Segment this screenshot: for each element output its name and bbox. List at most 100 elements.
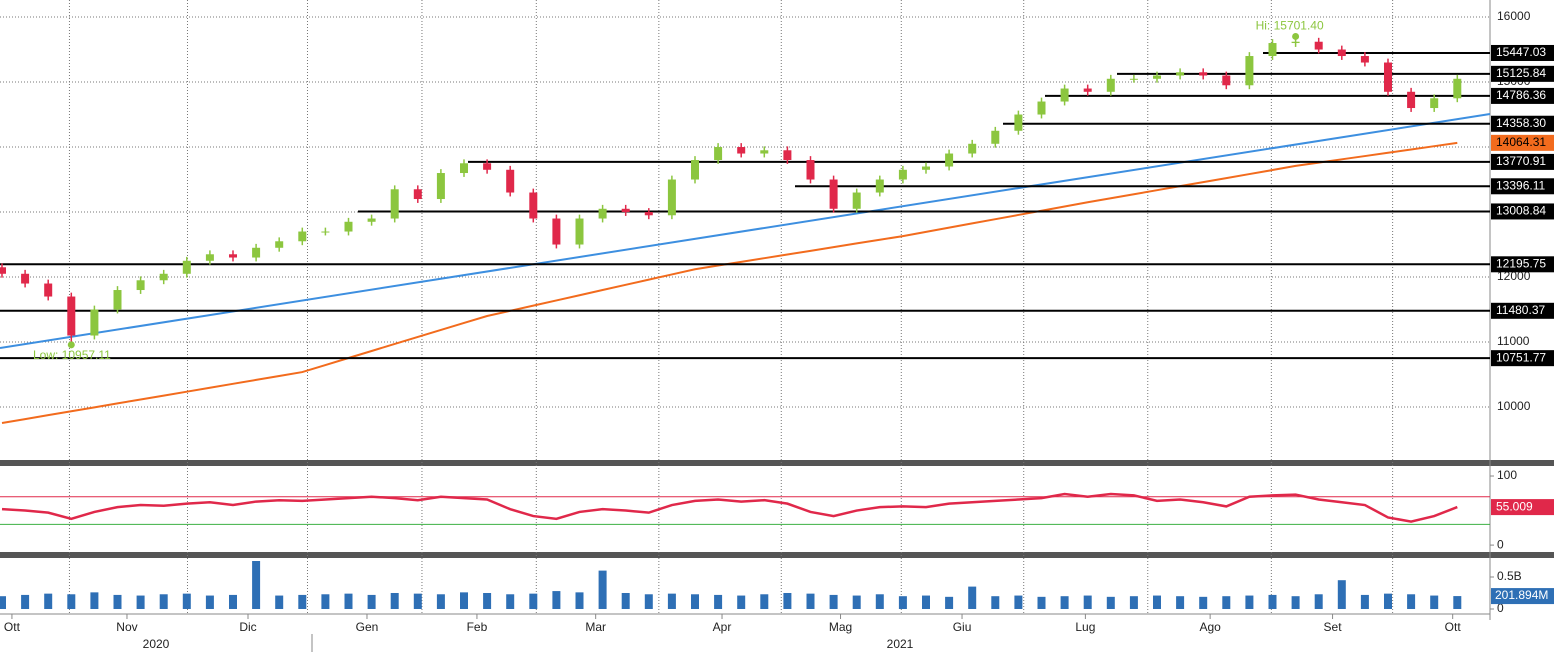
candle-body (367, 218, 376, 222)
candle-body (783, 150, 792, 161)
volume-bar (991, 596, 1000, 609)
candle-body (1199, 72, 1208, 76)
volume-bar (945, 596, 954, 609)
volume-bar (1245, 595, 1254, 609)
y-tick-label: 0 (1497, 537, 1504, 551)
candle-body (205, 254, 214, 261)
candle-body (1407, 91, 1416, 109)
level-label-box (1491, 115, 1554, 132)
panel-separator (0, 460, 1554, 466)
volume-bar (159, 594, 168, 609)
volume-bar (321, 594, 330, 609)
candle-body (1360, 56, 1369, 63)
candle-body (483, 163, 492, 170)
volume-bar (483, 592, 492, 609)
level-label-box (1491, 203, 1554, 220)
candle-body (575, 218, 584, 245)
volume-bar (968, 586, 977, 609)
candle-body (298, 231, 307, 242)
volume-bar (714, 594, 723, 609)
ma-label-box (1491, 134, 1554, 151)
candle-body (1337, 49, 1346, 57)
volume-bar (1291, 596, 1300, 609)
level-label: 13770.91 (1496, 154, 1546, 168)
ma-label: 14064.31 (1496, 135, 1546, 149)
candle-body (67, 296, 76, 336)
volume-bar (898, 596, 907, 609)
candle-body (1060, 88, 1069, 102)
trendline (0, 113, 1491, 349)
rsi-label-box (1491, 499, 1554, 516)
x-tick-label: Feb (467, 620, 488, 634)
candle-body (829, 179, 838, 209)
volume-bar (1106, 596, 1115, 609)
candle-body (506, 169, 515, 193)
level-label: 12195.75 (1496, 256, 1546, 270)
candle-body (1106, 78, 1115, 92)
candle-body (1314, 41, 1323, 50)
volume-bar (922, 595, 930, 609)
volume-bar (460, 592, 468, 609)
level-label: 14786.36 (1496, 88, 1546, 102)
x-tick-label: Giu (953, 620, 972, 634)
candle-body (159, 273, 168, 281)
volume-bar (1129, 596, 1138, 609)
volume-bar (1199, 596, 1208, 609)
volume-bar (275, 595, 284, 609)
volume-bar (1060, 596, 1069, 609)
candle-body (436, 173, 445, 200)
candle-body (552, 218, 561, 245)
x-tick-label: Ott (4, 620, 21, 634)
low-annotation: Low: 10957.11 (33, 348, 111, 362)
volume-label: 201.894M (1495, 588, 1548, 602)
candle-body (1037, 101, 1046, 115)
y-tick-label: 11000 (1497, 334, 1530, 348)
volume-bar (506, 594, 515, 609)
candle-body (806, 160, 815, 180)
candle-body (945, 153, 954, 167)
candle-body (1222, 75, 1231, 86)
volume-bar (21, 594, 30, 609)
volume-bar (783, 592, 792, 609)
volume-bar (691, 594, 699, 609)
candle-body (1176, 72, 1185, 76)
volume-bar (413, 593, 422, 609)
volume-bar (598, 570, 607, 609)
volume-label-box (1491, 588, 1554, 605)
x-tick-label: Nov (116, 620, 137, 634)
candle-body (621, 208, 630, 213)
x-tick-label: Ott (1445, 620, 1462, 634)
x-tick-label: Dic (239, 620, 256, 634)
level-label-box (1491, 350, 1554, 367)
candle-body (1245, 56, 1254, 86)
candle-body (991, 130, 1000, 144)
y-tick-label: 12000 (1497, 269, 1531, 283)
x-tick-label: Apr (713, 620, 732, 634)
volume-bar (1360, 594, 1369, 609)
candle-body (44, 283, 53, 297)
candle-body (644, 212, 653, 216)
candle-body (1129, 78, 1138, 80)
volume-bar (737, 595, 746, 609)
level-label: 13396.11 (1496, 178, 1545, 192)
x-tick-label: Ago (1199, 620, 1221, 634)
volume-bar (44, 593, 53, 609)
low-marker (67, 341, 75, 349)
level-label-box (1491, 256, 1554, 273)
high-marker (1292, 32, 1300, 40)
rsi-label: 55.009 (1496, 499, 1533, 513)
volume-bar (1407, 594, 1416, 609)
level-label-box (1491, 153, 1554, 170)
volume-bar (760, 594, 769, 609)
volume-bar (1430, 595, 1439, 609)
candle-body (667, 179, 676, 216)
y-tick-label: 0 (1497, 601, 1504, 615)
candle-body (1291, 41, 1300, 44)
volume-bar (436, 594, 445, 609)
y-tick-label: 16000 (1497, 9, 1531, 23)
candle-body (229, 254, 237, 258)
volume-bar (1153, 595, 1161, 609)
volume-bar (1453, 596, 1462, 609)
volume-bar (1014, 595, 1023, 609)
